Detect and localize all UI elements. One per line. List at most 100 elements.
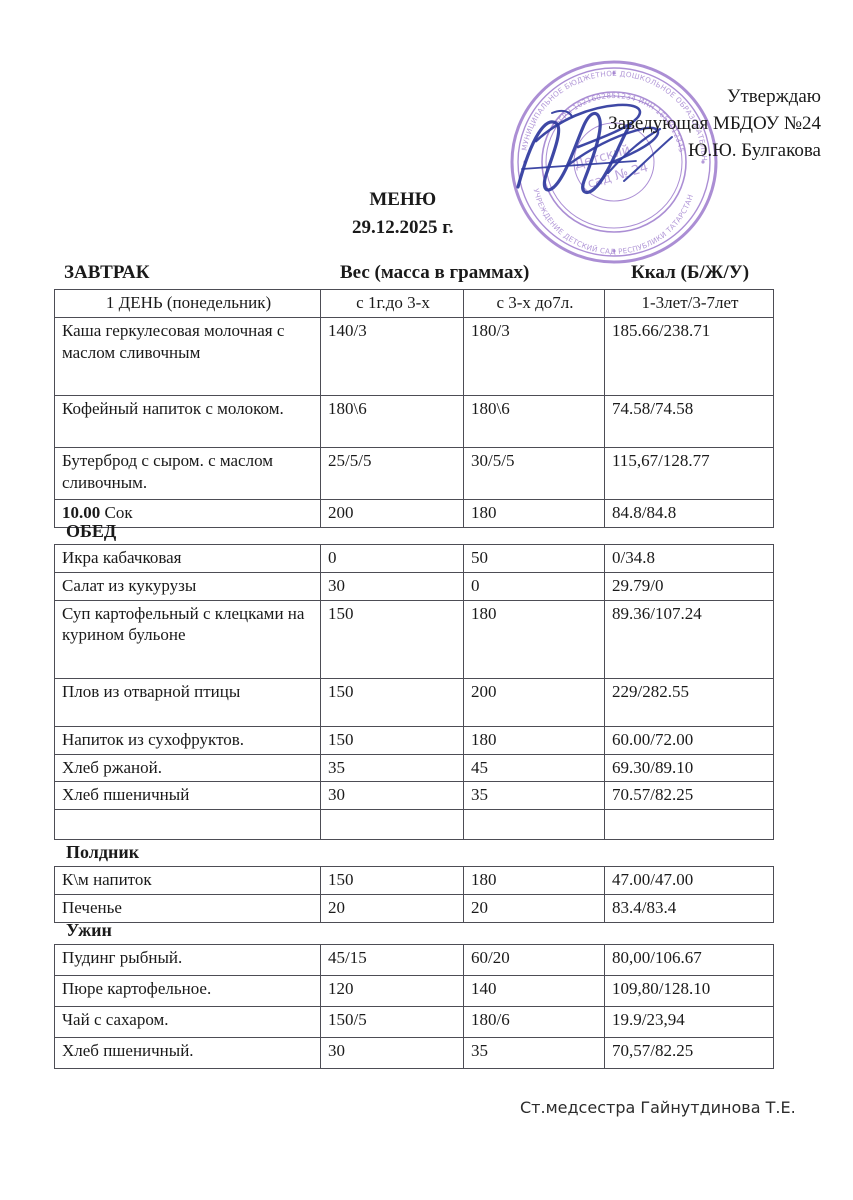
dish-weight-3-7: 30/5/5 (463, 446, 605, 500)
page-title: МЕНЮ 29.12.2025 г. (352, 186, 454, 241)
dish-weight-1-3: 0 (320, 544, 464, 573)
menu-heading: МЕНЮ (369, 189, 437, 210)
dish-weight-3-7: 180\6 (463, 394, 605, 448)
dish-weight-3-7: 45 (463, 753, 605, 783)
approval-block: Утверждаю Заведующая МБДОУ №24 Ю.Ю. Булг… (608, 84, 821, 165)
dish-kcal: 84.8/84.8 (604, 498, 774, 528)
dish-weight-3-7: 180/6 (463, 1006, 605, 1038)
juice-time: 10.00 (62, 502, 101, 522)
dish-name: Салат из кукурузы (54, 571, 321, 601)
caption-breakfast: ЗАВТРАК (64, 262, 150, 283)
header-age-1-3: с 1г.до 3-х (320, 289, 464, 318)
dish-kcal: 69.30/89.10 (604, 753, 774, 783)
dish-kcal: 229/282.55 (604, 677, 774, 727)
table-row: Плов из отварной птицы 150 200 229/282.5… (54, 677, 774, 727)
dish-name: Икра кабачковая (54, 544, 321, 573)
table-row: Каша геркулесовая молочная с маслом слив… (54, 316, 774, 396)
dish-name: Хлеб пшеничный (54, 781, 321, 810)
dish-weight-1-3: 150 (320, 866, 464, 895)
dish-weight-1-3: 200 (320, 498, 464, 528)
dish-name: Бутерброд с сыром. с маслом сливочным. (54, 446, 321, 500)
dish-kcal: 109,80/128.10 (604, 975, 774, 1007)
table-row-empty (54, 809, 774, 840)
dish-name: Каша геркулесовая молочная с маслом слив… (54, 316, 321, 396)
dish-weight-3-7: 180 (463, 866, 605, 895)
dish-name: Суп картофельный с клецками на курином б… (54, 599, 321, 679)
dish-weight-3-7: 35 (463, 781, 605, 810)
dish-weight-3-7: 180 (463, 599, 605, 679)
table-row: Пюре картофельное. 120 140 109,80/128.10 (54, 975, 774, 1007)
dish-kcal: 70,57/82.25 (604, 1037, 774, 1069)
dish-name: Кофейный напиток с молоком. (54, 394, 321, 448)
afternoon-snack-table: К\м напиток 150 180 47.00/47.00 Печенье … (54, 866, 774, 923)
dish-weight-1-3: 140/3 (320, 316, 464, 396)
dish-kcal: 70.57/82.25 (604, 781, 774, 810)
dish-kcal (604, 809, 774, 840)
dish-weight-1-3: 150 (320, 725, 464, 755)
table-row: Хлеб пшеничный. 30 35 70,57/82.25 (54, 1037, 774, 1069)
section-caption-dinner: Ужин (66, 920, 112, 940)
dish-kcal: 115,67/128.77 (604, 446, 774, 500)
dish-kcal: 74.58/74.58 (604, 394, 774, 448)
breakfast-table: 1 ДЕНЬ (понедельник) с 1г.до 3-х с 3-х д… (54, 289, 774, 528)
dish-weight-1-3: 180\6 (320, 394, 464, 448)
dish-weight-1-3: 45/15 (320, 944, 464, 976)
dish-kcal: 80,00/106.67 (604, 944, 774, 976)
table-row: К\м напиток 150 180 47.00/47.00 (54, 866, 774, 895)
table-row: Кофейный напиток с молоком. 180\6 180\6 … (54, 394, 774, 448)
dish-kcal: 89.36/107.24 (604, 599, 774, 679)
dish-kcal: 47.00/47.00 (604, 866, 774, 895)
dish-weight-3-7: 140 (463, 975, 605, 1007)
dish-kcal: 83.4/83.4 (604, 893, 774, 923)
dish-weight-3-7: 60/20 (463, 944, 605, 976)
section-caption-afternoon-snack: Полдник (66, 842, 140, 862)
dish-weight-3-7: 200 (463, 677, 605, 727)
caption-kcal: Ккал (Б/Ж/У) (631, 262, 750, 283)
dish-kcal: 185.66/238.71 (604, 316, 774, 396)
approval-line-name: Ю.Ю. Булгакова (687, 139, 821, 161)
dish-name (54, 809, 321, 840)
dish-weight-3-7: 0 (463, 571, 605, 601)
table-row: Чай с сахаром. 150/5 180/6 19.9/23,94 (54, 1006, 774, 1038)
approval-line-approve: Утверждаю (727, 86, 821, 107)
dish-weight-3-7: 180 (463, 725, 605, 755)
table-row: Суп картофельный с клецками на курином б… (54, 599, 774, 679)
dish-weight-3-7: 35 (463, 1037, 605, 1069)
dish-name: Пудинг рыбный. (54, 944, 321, 976)
dish-kcal: 19.9/23,94 (604, 1006, 774, 1038)
dish-name: Хлеб ржаной. (54, 753, 321, 783)
table-row: Пудинг рыбный. 45/15 60/20 80,00/106.67 (54, 944, 774, 976)
dish-weight-1-3 (320, 809, 464, 840)
dish-weight-1-3: 30 (320, 571, 464, 601)
dish-name: К\м напиток (54, 866, 321, 895)
dish-weight-1-3: 150/5 (320, 1006, 464, 1038)
dish-name: Печенье (54, 893, 321, 923)
dish-kcal: 0/34.8 (604, 544, 774, 573)
table-row: Печенье 20 20 83.4/83.4 (54, 893, 774, 923)
header-day: 1 ДЕНЬ (понедельник) (54, 289, 321, 318)
dish-name: Чай с сахаром. (54, 1006, 321, 1038)
dish-weight-3-7: 180/3 (463, 316, 605, 396)
menu-date: 29.12.2025 г. (352, 216, 454, 238)
juice-name: 10.00 Сок (54, 498, 321, 528)
dish-weight-1-3: 20 (320, 893, 464, 923)
dish-name: Напиток из сухофруктов. (54, 725, 321, 755)
dish-weight-1-3: 150 (320, 677, 464, 727)
dish-weight-1-3: 35 (320, 753, 464, 783)
table-header-row: 1 ДЕНЬ (понедельник) с 1г.до 3-х с 3-х д… (54, 289, 774, 318)
dish-weight-1-3: 150 (320, 599, 464, 679)
dish-weight-1-3: 30 (320, 781, 464, 810)
dish-name: Хлеб пшеничный. (54, 1037, 321, 1069)
footer-signed-by: Ст.медсестра Гайнутдинова Т.Е. (520, 1098, 796, 1117)
dish-weight-3-7: 20 (463, 893, 605, 923)
caption-weight: Вес (масса в граммах) (340, 262, 530, 283)
approval-line-position: Заведующая МБДОУ №24 (608, 112, 821, 134)
dish-weight-1-3: 120 (320, 975, 464, 1007)
dish-kcal: 29.79/0 (604, 571, 774, 601)
table-row: Хлеб ржаной. 35 45 69.30/89.10 (54, 753, 774, 783)
svg-text:УЧРЕЖДЕНИЕ ДЕТСКИЙ САД РЕСПУБЛ: УЧРЕЖДЕНИЕ ДЕТСКИЙ САД РЕСПУБЛИКИ ТАТАРС… (531, 188, 695, 256)
juice-label: Сок (104, 502, 133, 522)
header-kcal-ages: 1-3лет/3-7лет (604, 289, 774, 318)
header-age-3-7: с 3-х до7л. (463, 289, 605, 318)
